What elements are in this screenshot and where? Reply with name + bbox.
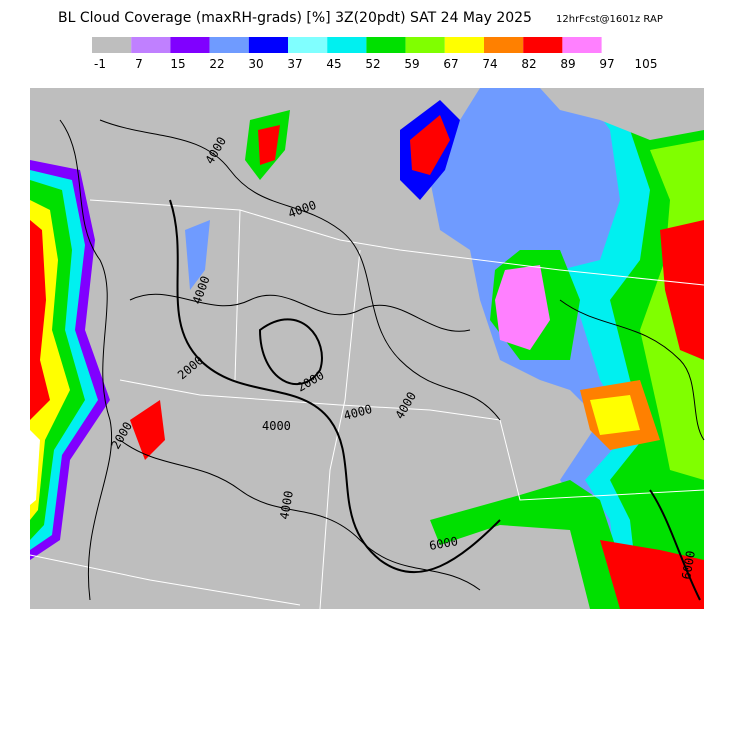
colorbar: -1 7 15 22 30 37 45 52 59 67 74 82 89 97 105	[92, 37, 657, 71]
cloud-area	[660, 220, 704, 360]
contour	[59, 119, 113, 601]
colorbar-label: 74	[482, 57, 497, 71]
border	[234, 209, 241, 381]
cloud-area	[30, 220, 50, 420]
contour	[99, 119, 501, 421]
cloud-area	[600, 540, 704, 609]
clear-area	[540, 88, 704, 140]
colorbar-swatch	[444, 37, 484, 53]
contour-label: 6000	[428, 534, 459, 553]
cloud-area	[590, 395, 640, 435]
colorbar-swatch	[209, 37, 249, 53]
colorbar-label: 59	[404, 57, 419, 71]
colorbar-swatch	[170, 37, 210, 53]
colorbar-swatch	[131, 37, 171, 53]
colorbar-swatch	[523, 37, 563, 53]
cloud-area	[410, 115, 450, 175]
colorbar-swatch	[366, 37, 406, 53]
cloud-area	[258, 125, 280, 165]
colorbar-label: 37	[287, 57, 302, 71]
colorbar-label: 45	[326, 57, 341, 71]
contour-label: 4000	[262, 419, 291, 433]
contour	[559, 299, 705, 441]
colorbar-swatch	[484, 37, 524, 53]
colorbar-label: 22	[209, 57, 224, 71]
colorbar-label: 89	[560, 57, 575, 71]
colorbar-label: 15	[170, 57, 185, 71]
border	[29, 554, 301, 606]
subtitle: 12hrFcst@1601z RAP	[556, 14, 663, 25]
cloud-area	[185, 220, 210, 290]
colorbar-swatch	[92, 37, 132, 53]
cloud-area	[495, 265, 550, 350]
colorbar-swatch	[248, 37, 288, 53]
contour	[169, 199, 501, 574]
map	[29, 88, 705, 610]
contour	[258, 318, 323, 386]
contour-label: 6000	[679, 550, 698, 581]
cloud-area	[30, 430, 40, 505]
contour	[649, 489, 701, 601]
border	[499, 419, 705, 501]
cloud-area	[130, 400, 165, 460]
colorbar-label: 82	[521, 57, 536, 71]
contour	[119, 439, 481, 591]
colorbar-swatch	[327, 37, 367, 53]
colorbar-label: 97	[599, 57, 614, 71]
colorbar-swatch	[562, 37, 602, 53]
colorbar-swatch	[405, 37, 445, 53]
title: BL Cloud Coverage (maxRH-grads) [%] 3Z(2…	[58, 10, 532, 26]
colorbar-label: 52	[365, 57, 380, 71]
colorbar-label: 30	[248, 57, 263, 71]
colorbar-label: 105	[635, 57, 658, 71]
contour	[129, 293, 471, 332]
colorbar-swatch	[288, 37, 328, 53]
colorbar-label: 7	[135, 57, 143, 71]
border	[119, 379, 501, 421]
contour-label: 4000	[277, 490, 296, 521]
colorbar-label: -1	[94, 57, 106, 71]
colorbar-label: 67	[443, 57, 458, 71]
border	[89, 199, 705, 286]
